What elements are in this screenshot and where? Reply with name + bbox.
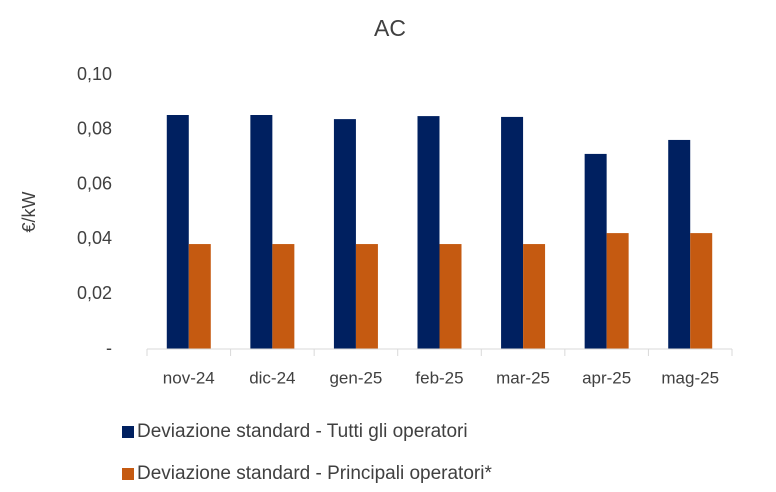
x-tick-label: nov-24 xyxy=(163,368,215,387)
y-tick-label: - xyxy=(106,338,112,358)
bar xyxy=(333,119,356,349)
bar xyxy=(417,116,440,349)
y-axis-label: €/kW xyxy=(19,191,39,232)
bar xyxy=(250,115,273,349)
legend-swatch xyxy=(122,426,134,438)
x-tick-label: dic-24 xyxy=(249,368,295,387)
y-tick-label: 0,02 xyxy=(77,283,112,303)
x-tick-label: apr-25 xyxy=(582,368,631,387)
bar xyxy=(690,233,713,349)
bar xyxy=(523,244,546,349)
y-tick-label: 0,08 xyxy=(77,119,112,139)
bar xyxy=(272,244,295,349)
x-tick-label: gen-25 xyxy=(329,368,382,387)
legend-swatch xyxy=(122,468,134,480)
bar xyxy=(166,115,189,349)
x-tick-label: mag-25 xyxy=(661,368,719,387)
bar xyxy=(584,153,607,349)
bar xyxy=(188,244,211,349)
y-tick-label: 0,10 xyxy=(77,64,112,84)
bar xyxy=(606,233,629,349)
bar xyxy=(668,139,691,349)
chart-title: AC xyxy=(374,15,406,41)
bar xyxy=(501,116,524,349)
bar xyxy=(355,244,378,349)
x-tick-label: mar-25 xyxy=(496,368,550,387)
bar xyxy=(439,244,462,349)
legend-label: Deviazione standard - Tutti gli operator… xyxy=(137,421,468,442)
y-tick-label: 0,06 xyxy=(77,173,112,193)
x-tick-label: feb-25 xyxy=(415,368,463,387)
legend-label: Deviazione standard - Principali operato… xyxy=(137,463,492,484)
y-tick-label: 0,04 xyxy=(77,228,112,248)
